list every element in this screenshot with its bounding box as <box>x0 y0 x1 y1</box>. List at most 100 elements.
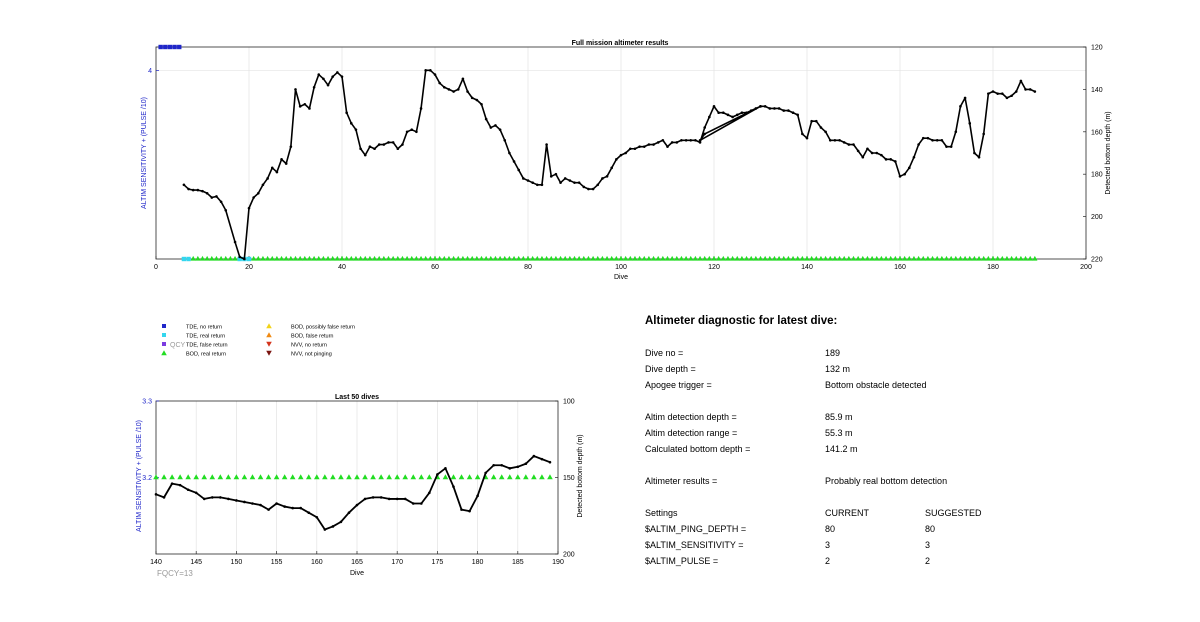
bod-real-return-marker <box>190 255 196 261</box>
tde-no-return-marker <box>177 44 182 50</box>
bod-real-return-marker <box>855 255 861 261</box>
full-depth-point <box>233 240 237 244</box>
bod-real-return-marker <box>799 255 805 261</box>
recent-bod-real-return-marker <box>201 474 208 480</box>
recent-bod-real-return-marker <box>193 474 199 480</box>
bod-real-return-marker <box>427 255 433 261</box>
legend-left-column: TDE, no return TDE, real return TDE, false… <box>161 324 228 358</box>
bod-real-return-marker <box>753 255 759 261</box>
full-depth-point <box>317 73 321 76</box>
full-depth-point <box>731 115 734 119</box>
full-depth-point <box>582 185 586 189</box>
bod-real-return-marker <box>1009 255 1015 261</box>
full-depth-point <box>452 90 455 93</box>
full-depth-point <box>921 136 925 140</box>
full-depth-point <box>959 105 962 108</box>
full-depth-point <box>749 109 753 112</box>
bod-real-return-marker <box>451 255 457 261</box>
recent-bod-real-return-marker <box>177 474 183 480</box>
full-depth-point <box>977 155 981 159</box>
full-depth-point <box>680 138 683 142</box>
recent-depth-point <box>540 457 544 461</box>
bod-real-return-marker <box>706 255 712 261</box>
full-depth-point <box>633 147 637 151</box>
bod-real-return-marker <box>395 255 401 261</box>
settings-label: Settings <box>645 508 678 518</box>
full-depth-point <box>219 200 223 204</box>
full-depth-point <box>661 138 665 142</box>
full-depth-point <box>991 90 995 93</box>
bod-real-return-marker <box>581 255 587 261</box>
bod-real-return-marker <box>530 255 536 261</box>
full-depth-point <box>726 113 730 117</box>
tde-real-return-marker <box>186 256 191 262</box>
full-depth-point <box>484 117 488 121</box>
bod-real-return-marker <box>534 255 540 261</box>
bod-real-return-marker <box>576 255 582 261</box>
bod-real-return-marker <box>613 255 619 261</box>
full-depth-point <box>870 151 874 155</box>
full-x-tick-label: 80 <box>524 264 532 271</box>
full-depth-point <box>903 172 906 176</box>
bod-real-return-marker <box>716 255 722 261</box>
current-header: CURRENT <box>825 508 869 518</box>
bod-real-return-marker <box>334 255 340 261</box>
bod-real-return-marker <box>1013 255 1019 261</box>
bod-real-return-marker <box>841 255 847 261</box>
apogee-value: Bottom obstacle detected <box>825 380 927 390</box>
legend-triangle-up-symbol <box>266 332 272 338</box>
full-depth-point <box>396 147 400 151</box>
recent-x-tick-label: 165 <box>351 559 363 566</box>
recent-chart-ylabel-left: ALTIM SENSITIVITY + (PULSE /10) <box>136 420 143 532</box>
recent-bod-real-return-marker <box>386 474 392 480</box>
full-depth-point <box>340 75 344 78</box>
full-depth-point <box>261 183 265 187</box>
full-depth-point <box>787 109 790 112</box>
bod-real-return-marker <box>585 255 592 261</box>
recent-right-tick-label: 100 <box>563 399 575 406</box>
recent-chart-x-ticks: 140 145 150 155 160 165 170 175 180 185 190 <box>150 551 564 566</box>
bod-real-return-marker <box>888 255 894 261</box>
recent-bod-real-return-marker <box>153 474 159 480</box>
recent-depth-point <box>251 502 254 505</box>
recent-depth-point <box>524 462 528 466</box>
recent-bod-real-return-marker <box>490 474 497 480</box>
full-depth-point <box>205 191 209 195</box>
bod-real-return-marker <box>878 255 884 261</box>
recent-depth-point <box>508 467 512 470</box>
full-depth-point <box>703 132 706 136</box>
full-depth-point <box>480 102 483 106</box>
bod-real-return-marker <box>795 255 801 261</box>
recent-depth-point <box>420 502 423 505</box>
full-x-tick-label: 20 <box>245 264 253 271</box>
recent-depth-point <box>371 496 375 499</box>
recent-x-tick-label: 150 <box>231 559 243 566</box>
full-chart-left-ticks: 4 <box>148 68 159 75</box>
full-depth-point <box>182 183 186 187</box>
bod-real-return-marker <box>269 255 275 261</box>
bod-real-return-marker <box>474 255 480 261</box>
bod-real-return-marker <box>371 255 378 261</box>
bod-real-return-marker <box>423 255 429 261</box>
full-depth-point <box>642 145 646 148</box>
full-depth-point <box>889 158 892 161</box>
full-depth-point <box>443 85 446 89</box>
full-depth-point <box>656 141 660 144</box>
recent-depth-point <box>154 493 158 496</box>
bod-real-return-marker <box>697 255 703 261</box>
bod-real-return-marker <box>832 255 838 261</box>
recent-depth-point <box>436 473 439 476</box>
full-depth-point <box>1033 90 1037 93</box>
bod-real-return-marker <box>381 255 387 261</box>
bod-real-return-marker <box>362 255 368 261</box>
bod-real-return-marker <box>911 255 917 261</box>
recent-bod-real-return-marker <box>474 474 481 480</box>
bod-real-return-marker <box>846 255 852 261</box>
bod-real-return-marker <box>278 255 285 261</box>
recent-depth-point <box>259 503 262 507</box>
full-depth-point <box>559 181 562 184</box>
calc-depth-value: 141.2 m <box>825 444 858 454</box>
bod-real-return-marker <box>967 255 973 261</box>
ping-depth-row: $ALTIM_PING_DEPTH = 80 80 <box>645 524 1065 536</box>
recent-depth-point <box>315 515 319 519</box>
